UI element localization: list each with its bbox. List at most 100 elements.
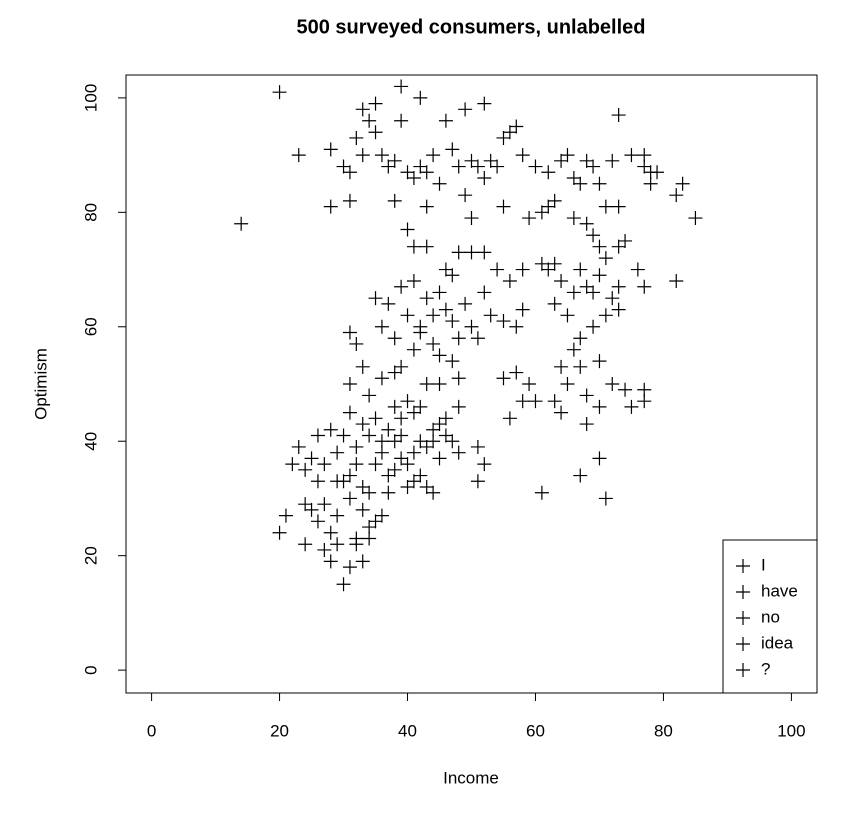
point — [515, 302, 530, 317]
x-tick-label: 0 — [147, 721, 156, 740]
legend-label: I — [761, 555, 766, 574]
point — [611, 239, 626, 254]
point — [445, 434, 460, 449]
point — [502, 274, 517, 288]
point — [362, 113, 377, 128]
point — [624, 399, 639, 414]
point — [387, 399, 402, 414]
point — [310, 428, 325, 443]
point — [432, 285, 447, 300]
point — [560, 377, 575, 391]
point — [669, 274, 684, 288]
point — [458, 188, 473, 203]
point — [355, 502, 370, 517]
point — [637, 159, 652, 174]
point — [349, 457, 364, 472]
point — [592, 239, 607, 254]
point — [566, 171, 581, 185]
point — [432, 451, 447, 466]
point — [330, 445, 345, 460]
point — [406, 171, 421, 185]
point — [387, 193, 402, 208]
legend-label: idea — [761, 633, 794, 652]
point — [304, 451, 319, 466]
point — [413, 399, 428, 414]
point — [374, 371, 389, 386]
point — [400, 165, 415, 180]
point — [349, 130, 364, 145]
point — [643, 165, 658, 180]
point — [374, 508, 389, 523]
legend-label: no — [761, 607, 780, 626]
point — [317, 542, 332, 557]
point — [406, 239, 421, 254]
x-tick-label: 60 — [526, 721, 545, 740]
point — [451, 371, 466, 386]
point — [323, 142, 338, 157]
point — [445, 314, 460, 329]
point — [317, 497, 332, 512]
point — [349, 439, 364, 454]
point — [419, 165, 434, 180]
y-tick-label: 0 — [81, 665, 100, 674]
point — [573, 359, 588, 374]
point — [611, 199, 626, 214]
point — [605, 377, 620, 391]
point — [374, 319, 389, 334]
point — [502, 125, 517, 140]
point — [394, 113, 409, 128]
point — [381, 468, 396, 483]
point — [355, 417, 370, 432]
point — [611, 302, 626, 317]
legend-marker — [736, 585, 750, 599]
point — [355, 102, 370, 117]
point — [387, 331, 402, 346]
point — [470, 439, 485, 454]
point — [426, 485, 441, 500]
point — [554, 359, 569, 374]
point — [413, 434, 428, 449]
point — [426, 148, 441, 163]
point — [432, 176, 447, 191]
point — [368, 411, 383, 426]
point — [394, 279, 409, 294]
point — [464, 211, 479, 226]
point — [579, 279, 594, 294]
point — [451, 245, 466, 260]
point — [368, 96, 383, 111]
point — [368, 514, 383, 529]
point — [349, 537, 364, 552]
y-tick-label: 60 — [81, 317, 100, 336]
point — [445, 142, 460, 157]
y-tick-label: 20 — [81, 546, 100, 565]
point — [547, 256, 562, 271]
point — [560, 148, 575, 163]
point — [586, 159, 601, 174]
point — [579, 216, 594, 231]
legend-label: have — [761, 581, 798, 600]
point — [381, 296, 396, 311]
point — [630, 262, 645, 277]
point — [349, 336, 364, 351]
point — [509, 119, 524, 134]
point — [387, 462, 402, 477]
point — [554, 153, 569, 168]
point — [554, 405, 569, 420]
point — [477, 457, 492, 472]
point — [330, 537, 345, 552]
point — [438, 113, 453, 128]
point — [451, 445, 466, 460]
point — [566, 342, 581, 357]
point — [669, 188, 684, 203]
point — [432, 348, 447, 363]
point — [438, 302, 453, 317]
point — [394, 428, 409, 443]
point — [573, 262, 588, 277]
point — [470, 159, 485, 174]
point — [394, 411, 409, 426]
point — [502, 411, 517, 426]
point — [515, 148, 530, 163]
point — [490, 159, 505, 174]
point — [586, 285, 601, 300]
